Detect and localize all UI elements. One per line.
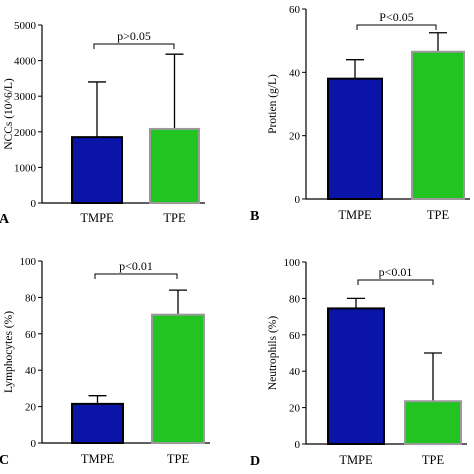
panel-d-y-tick-label: 0 (295, 439, 301, 451)
panel-a-y-axis-label: NCCs (10^6/L) (3, 78, 15, 150)
panel-d-category-label: TMPE (339, 453, 373, 467)
panel-a-category-label: TPE (163, 211, 186, 225)
panel-b-bar-tpe (411, 50, 465, 200)
panel-d-bar-tmpe (327, 307, 385, 445)
panel-a-y-tick-label: 3000 (14, 91, 37, 103)
panel-c-y-tick-label: 100 (20, 256, 37, 268)
panel-d-label: D (250, 454, 260, 469)
panel-a-bar-tpe (149, 127, 200, 204)
panel-b-y-axis-label: Protien (g/L) (267, 74, 279, 134)
panel-d-y-tick-label: 80 (289, 293, 301, 305)
panel-a-bar-tmpe (71, 136, 123, 204)
panel-a-y-tick-label: 0 (31, 198, 37, 210)
panel-a-y-tick-label: 2000 (14, 127, 37, 139)
panel-d-y-tick-label: 20 (289, 403, 301, 415)
panel-c-category-label: TPE (167, 452, 190, 466)
panel-d-y-tick-label: 40 (289, 366, 301, 378)
panel-d-y-axis-label: Neutrophils (%) (267, 316, 279, 391)
panel-a-significance-label: p>0.05 (117, 29, 151, 43)
panel-c-bar-tmpe (71, 402, 124, 444)
panel-b-bar-tmpe (327, 77, 383, 200)
panel-a-y-tick-label: 4000 (14, 56, 37, 68)
panel-b-y-tick-label: 60 (289, 4, 301, 16)
panel-c-y-axis-label: Lymphocytes (%) (3, 311, 15, 393)
panel-a-category-label: TMPE (80, 211, 114, 225)
panel-b-category-label: TPE (427, 208, 450, 222)
panel-b-label: B (250, 209, 259, 224)
panel-b-significance-label: P<0.05 (379, 10, 413, 24)
panel-d-category-label: TPE (422, 453, 445, 467)
panel-a-label: A (0, 212, 10, 227)
panel-c-category-label: TMPE (81, 452, 115, 466)
panel-c-y-tick-label: 80 (25, 292, 37, 304)
panel-b-category-label: TMPE (338, 208, 372, 222)
panel-d-significance-label: p<0.01 (379, 265, 413, 279)
panel-c-significance-bracket (94, 273, 178, 279)
panel-d-significance-bracket (357, 279, 434, 285)
panel-c-y-tick-label: 40 (25, 365, 37, 377)
panel-d-y-tick-label: 100 (284, 257, 301, 269)
panel-d-bar-tpe (404, 400, 462, 446)
panel-a-significance-bracket (93, 43, 175, 49)
panel-c-bar-tpe (151, 313, 205, 444)
panel-b-y-tick-label: 0 (295, 194, 301, 206)
panel-c-label: C (0, 453, 9, 468)
panel-c-y-tick-label: 20 (25, 402, 37, 414)
panel-b-significance-bracket (356, 24, 437, 30)
panel-c-significance-label: p<0.01 (119, 259, 153, 273)
panel-a-y-tick-label: 1000 (14, 162, 37, 174)
panel-c-y-tick-label: 60 (25, 329, 37, 341)
panel-b-y-tick-label: 20 (289, 131, 301, 143)
panel-a-y-tick-label: 5000 (14, 20, 37, 32)
panel-b-y-tick-label: 40 (289, 67, 301, 79)
panel-d-y-tick-label: 60 (289, 330, 301, 342)
panel-c-y-tick-label: 0 (31, 438, 37, 450)
